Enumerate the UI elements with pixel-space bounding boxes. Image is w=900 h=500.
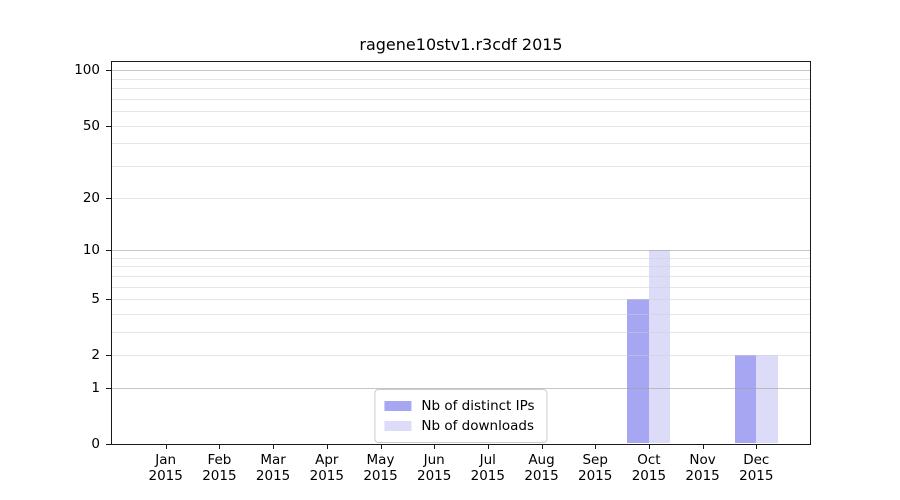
gridline-minor <box>112 331 810 333</box>
legend-swatch <box>384 421 412 431</box>
gridline-major <box>112 387 810 389</box>
x-tick-mark <box>541 445 543 449</box>
y-tick-mark <box>106 355 111 357</box>
legend: Nb of distinct IPs Nb of downloads <box>374 389 548 443</box>
x-tick-year: 2015 <box>202 468 237 484</box>
x-tick-month: Sep <box>582 452 608 468</box>
x-tick-mark <box>434 445 436 449</box>
x-tick-month: Nov <box>689 452 716 468</box>
x-tick-month: Dec <box>743 452 770 468</box>
x-tick-year: 2015 <box>417 468 452 484</box>
gridline-minor <box>112 143 810 145</box>
x-tick-month: Jan <box>155 452 177 468</box>
y-tick-label: 10 <box>82 241 100 258</box>
x-tick-month: Mar <box>260 452 286 468</box>
x-tick-label: May 2015 <box>353 452 409 484</box>
x-tick-year: 2015 <box>685 468 720 484</box>
x-tick-mark <box>326 445 328 449</box>
x-tick-month: Jul <box>479 452 496 468</box>
x-tick-year: 2015 <box>578 468 613 484</box>
gridline-minor <box>112 257 810 259</box>
x-tick-mark <box>702 445 704 449</box>
y-tick-label: 50 <box>82 117 100 134</box>
x-tick-mark <box>273 445 275 449</box>
x-tick-mark <box>487 445 489 449</box>
chart-title: ragene10stv1.r3cdf 2015 <box>359 35 563 54</box>
y-tick-label: 0 <box>91 436 100 452</box>
x-tick-mark <box>756 445 758 449</box>
legend-label: Nb of distinct IPs <box>421 398 535 414</box>
gridline-minor <box>112 98 810 100</box>
bar-downloads <box>756 355 778 443</box>
y-tick-mark <box>106 125 111 127</box>
x-tick-year: 2015 <box>470 468 505 484</box>
x-tick-label: Oct 2015 <box>621 452 677 484</box>
x-tick-label: Sep 2015 <box>567 452 623 484</box>
x-tick-label: Jan 2015 <box>138 452 194 484</box>
x-tick-month: Aug <box>528 452 555 468</box>
x-tick-month: Apr <box>315 452 339 468</box>
x-tick-month: Oct <box>637 452 661 468</box>
x-tick-label: Dec 2015 <box>728 452 784 484</box>
y-tick-mark <box>106 387 111 389</box>
gridline-minor <box>112 275 810 277</box>
y-tick-mark <box>106 298 111 300</box>
x-tick-year: 2015 <box>739 468 774 484</box>
x-tick-label: Jul 2015 <box>460 452 516 484</box>
gridline-minor <box>112 298 810 300</box>
gridline-minor <box>112 166 810 167</box>
gridline-minor <box>112 88 810 90</box>
x-tick-month: Feb <box>207 452 232 468</box>
x-tick-year: 2015 <box>255 468 291 484</box>
x-tick-month: Jun <box>423 452 445 468</box>
x-tick-mark <box>165 445 167 449</box>
y-tick-mark <box>106 70 111 72</box>
x-tick-year: 2015 <box>148 468 183 484</box>
x-tick-year: 2015 <box>524 468 559 484</box>
x-tick-label: Aug 2015 <box>514 452 570 484</box>
gridline-minor <box>112 313 810 315</box>
y-tick-mark <box>106 197 111 199</box>
gridline-minor <box>112 78 810 80</box>
y-tick-mark <box>106 249 111 251</box>
x-tick-mark <box>595 445 597 449</box>
y-tick-label: 5 <box>91 290 100 307</box>
gridline-minor <box>112 286 810 288</box>
y-tick-mark <box>106 444 111 445</box>
gridline-major <box>112 249 810 251</box>
gridline-major <box>112 70 810 72</box>
gridline-minor <box>112 125 810 127</box>
y-tick-label: 2 <box>91 347 100 364</box>
gridline-minor <box>112 355 810 357</box>
x-tick-month: May <box>366 452 395 468</box>
x-tick-label: Mar 2015 <box>245 452 301 484</box>
bar-distinct-ips <box>734 355 757 443</box>
plot-area <box>111 61 811 445</box>
x-tick-year: 2015 <box>631 468 667 484</box>
x-tick-mark <box>380 445 382 449</box>
gridline-minor <box>112 111 810 113</box>
x-tick-year: 2015 <box>309 468 344 484</box>
x-tick-label: Feb 2015 <box>191 452 247 484</box>
bar-distinct-ips <box>627 298 649 443</box>
legend-label: Nb of downloads <box>421 418 534 434</box>
x-tick-label: Apr 2015 <box>299 452 355 484</box>
gridline-minor <box>112 266 810 268</box>
y-tick-label: 100 <box>74 62 100 79</box>
legend-item: Nb of distinct IPs <box>384 396 535 416</box>
y-tick-label: 1 <box>91 379 100 396</box>
x-tick-mark <box>219 445 221 449</box>
y-tick-label: 20 <box>82 189 100 206</box>
bar-downloads <box>648 249 671 443</box>
x-tick-label: Nov 2015 <box>675 452 731 484</box>
legend-item: Nb of downloads <box>384 416 534 436</box>
x-tick-year: 2015 <box>363 468 398 484</box>
gridline-minor <box>112 197 810 199</box>
x-tick-mark <box>648 445 650 449</box>
legend-swatch <box>384 401 412 411</box>
x-tick-label: Jun 2015 <box>406 452 462 484</box>
